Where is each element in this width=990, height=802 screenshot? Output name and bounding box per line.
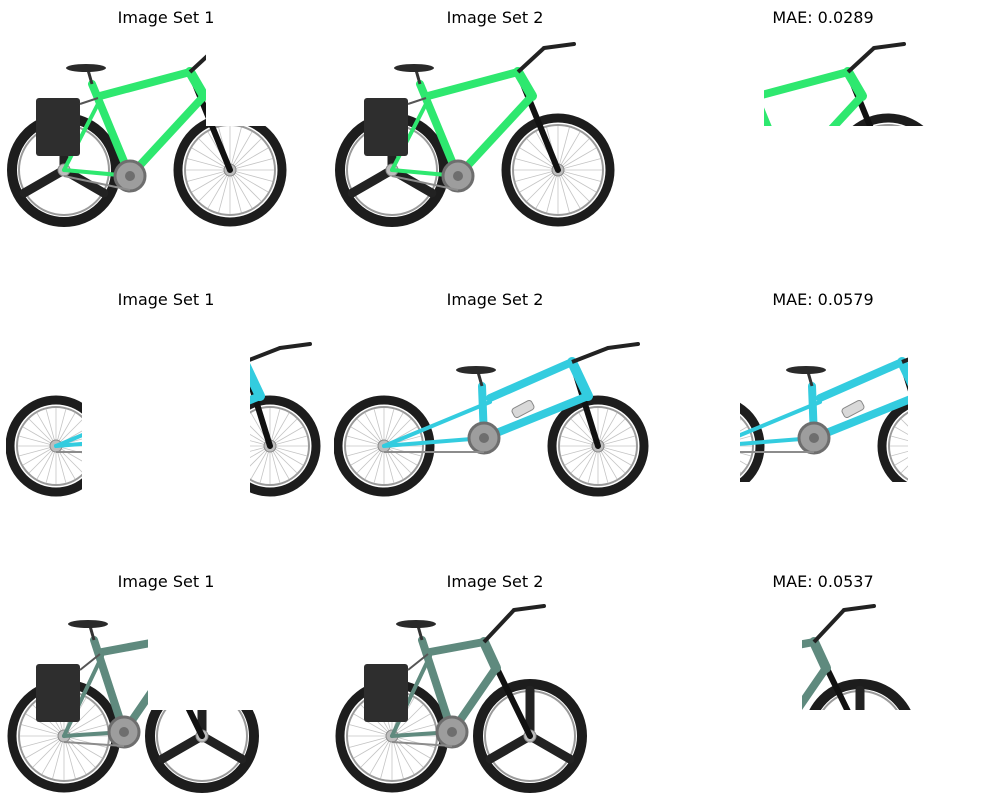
row2-set1-image bbox=[6, 316, 326, 516]
row2-mae-title: MAE: 0.0579 bbox=[772, 290, 873, 309]
row3-diff-image bbox=[664, 598, 984, 798]
row2-set2-image bbox=[334, 316, 654, 516]
row1-set2-title: Image Set 2 bbox=[447, 8, 544, 27]
row1-diff-image bbox=[664, 34, 984, 234]
masked-region bbox=[206, 34, 326, 126]
row1-set2-image bbox=[334, 34, 654, 234]
row2-diff-image bbox=[664, 316, 984, 516]
row3-set1-title: Image Set 1 bbox=[118, 572, 215, 591]
row1-mae-title: MAE: 0.0289 bbox=[772, 8, 873, 27]
row2-set1-title: Image Set 1 bbox=[118, 290, 215, 309]
row1-set1-title: Image Set 1 bbox=[118, 8, 215, 27]
row2-set2-title: Image Set 2 bbox=[447, 290, 544, 309]
masked-region bbox=[148, 598, 258, 710]
row3-set1-image bbox=[6, 598, 326, 798]
row3-mae-title: MAE: 0.0537 bbox=[772, 572, 873, 591]
row3-set2-title: Image Set 2 bbox=[447, 572, 544, 591]
masked-region bbox=[82, 316, 250, 516]
row3-set2-image bbox=[334, 598, 654, 798]
row1-set1-image bbox=[6, 34, 326, 234]
